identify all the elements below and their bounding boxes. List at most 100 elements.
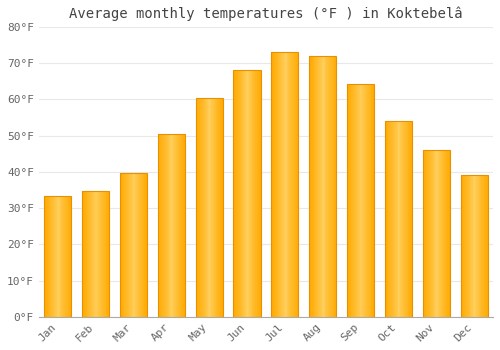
- Bar: [430, 150, 431, 317]
- Bar: [348, 84, 349, 317]
- Bar: [68, 196, 70, 317]
- Bar: [372, 84, 374, 317]
- Bar: [144, 173, 146, 317]
- Bar: [50, 196, 51, 317]
- Bar: [247, 70, 248, 317]
- Bar: [271, 52, 298, 317]
- Bar: [210, 98, 211, 317]
- Bar: [395, 121, 396, 317]
- Bar: [255, 70, 256, 317]
- Bar: [474, 175, 475, 317]
- Bar: [464, 175, 465, 317]
- Bar: [352, 84, 354, 317]
- Bar: [250, 70, 252, 317]
- Bar: [259, 70, 260, 317]
- Bar: [460, 175, 488, 317]
- Bar: [129, 173, 130, 317]
- Bar: [434, 150, 436, 317]
- Bar: [60, 196, 62, 317]
- Bar: [429, 150, 430, 317]
- Bar: [309, 56, 336, 317]
- Bar: [367, 84, 368, 317]
- Bar: [465, 175, 466, 317]
- Bar: [256, 70, 257, 317]
- Bar: [257, 70, 258, 317]
- Bar: [324, 56, 326, 317]
- Bar: [199, 98, 200, 317]
- Bar: [175, 134, 176, 317]
- Bar: [94, 191, 96, 317]
- Bar: [211, 98, 212, 317]
- Bar: [432, 150, 434, 317]
- Bar: [318, 56, 319, 317]
- Bar: [104, 191, 106, 317]
- Bar: [310, 56, 311, 317]
- Bar: [329, 56, 330, 317]
- Bar: [401, 121, 402, 317]
- Bar: [356, 84, 357, 317]
- Bar: [164, 134, 165, 317]
- Bar: [173, 134, 174, 317]
- Bar: [53, 196, 54, 317]
- Bar: [294, 52, 295, 317]
- Bar: [354, 84, 355, 317]
- Bar: [56, 196, 57, 317]
- Bar: [92, 191, 93, 317]
- Bar: [320, 56, 321, 317]
- Bar: [180, 134, 182, 317]
- Bar: [398, 121, 400, 317]
- Bar: [91, 191, 92, 317]
- Bar: [258, 70, 259, 317]
- Bar: [349, 84, 350, 317]
- Bar: [165, 134, 166, 317]
- Bar: [127, 173, 128, 317]
- Bar: [370, 84, 372, 317]
- Bar: [364, 84, 365, 317]
- Bar: [406, 121, 408, 317]
- Bar: [162, 134, 163, 317]
- Bar: [146, 173, 147, 317]
- Bar: [446, 150, 447, 317]
- Bar: [394, 121, 395, 317]
- Bar: [184, 134, 185, 317]
- Bar: [108, 191, 109, 317]
- Bar: [275, 52, 276, 317]
- Bar: [82, 191, 83, 317]
- Bar: [347, 84, 348, 317]
- Bar: [358, 84, 360, 317]
- Bar: [122, 173, 124, 317]
- Bar: [174, 134, 175, 317]
- Bar: [58, 196, 59, 317]
- Bar: [293, 52, 294, 317]
- Bar: [239, 70, 240, 317]
- Bar: [393, 121, 394, 317]
- Bar: [347, 84, 374, 317]
- Bar: [45, 196, 46, 317]
- Bar: [470, 175, 472, 317]
- Bar: [218, 98, 219, 317]
- Bar: [424, 150, 426, 317]
- Bar: [278, 52, 280, 317]
- Bar: [274, 52, 275, 317]
- Bar: [219, 98, 220, 317]
- Bar: [316, 56, 318, 317]
- Bar: [478, 175, 480, 317]
- Bar: [158, 134, 185, 317]
- Bar: [213, 98, 214, 317]
- Bar: [62, 196, 63, 317]
- Bar: [99, 191, 100, 317]
- Bar: [196, 98, 198, 317]
- Bar: [139, 173, 140, 317]
- Bar: [462, 175, 463, 317]
- Bar: [309, 56, 310, 317]
- Bar: [64, 196, 65, 317]
- Bar: [200, 98, 201, 317]
- Bar: [235, 70, 236, 317]
- Bar: [70, 196, 72, 317]
- Bar: [124, 173, 126, 317]
- Bar: [475, 175, 476, 317]
- Bar: [288, 52, 290, 317]
- Bar: [48, 196, 50, 317]
- Bar: [212, 98, 213, 317]
- Bar: [487, 175, 488, 317]
